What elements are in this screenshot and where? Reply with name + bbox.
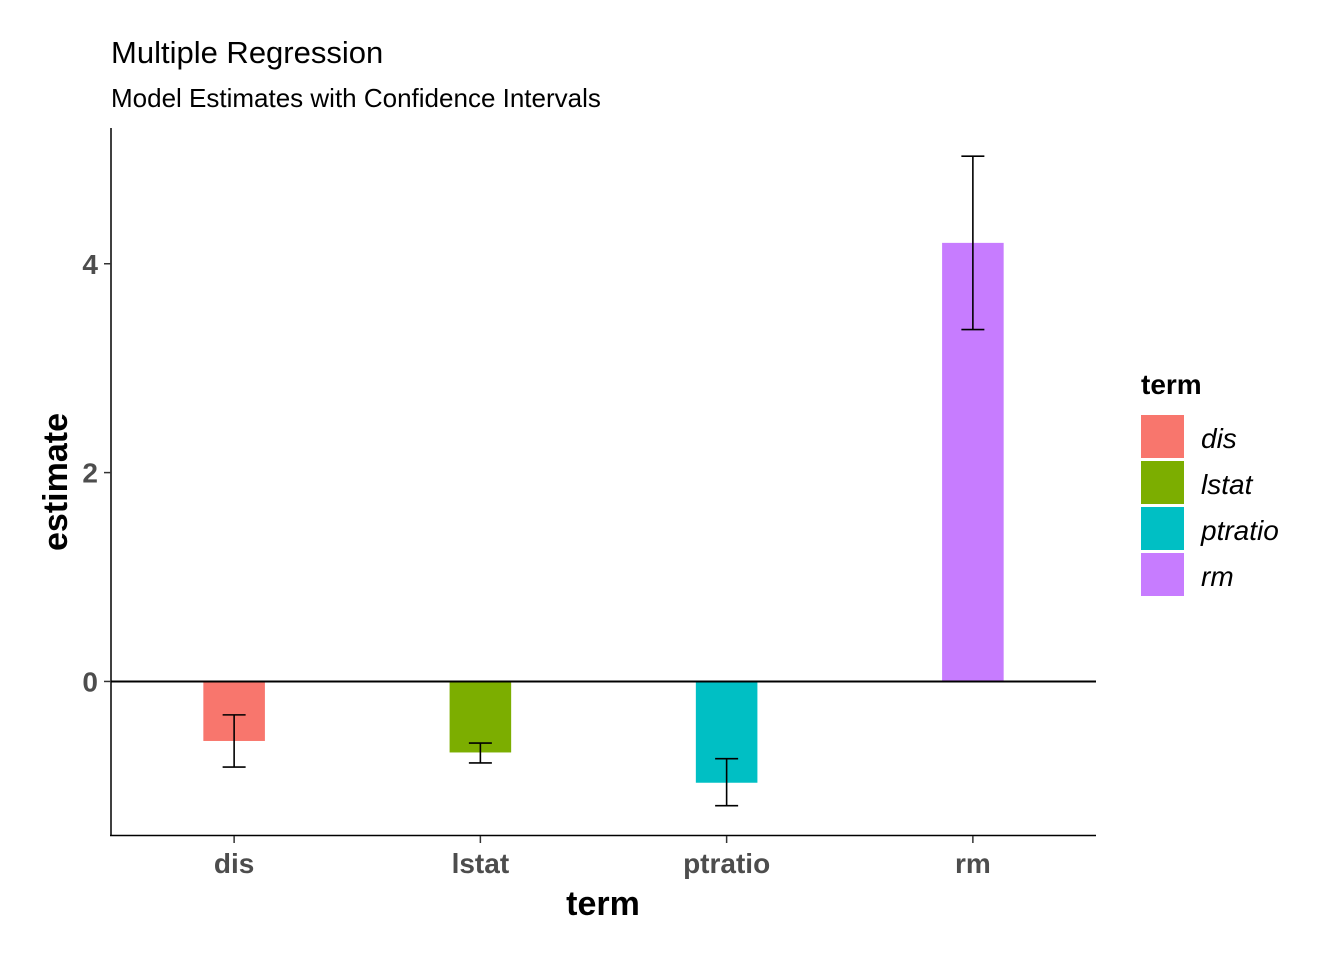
legend: term dis lstat ptratio rm xyxy=(1141,369,1279,596)
x-tick-label-dis: dis xyxy=(214,848,254,879)
y-tick-label-0: 0 xyxy=(82,666,98,697)
legend-label-lstat: lstat xyxy=(1201,469,1254,500)
legend-key-ptratio xyxy=(1141,507,1184,550)
legend-key-rm xyxy=(1141,553,1184,596)
error-bar-lstat xyxy=(468,742,492,764)
legend-key-dis xyxy=(1141,415,1184,458)
x-axis-title: term xyxy=(566,885,640,923)
error-bar-rm xyxy=(961,155,985,331)
chart-subtitle: Model Estimates with Confidence Interval… xyxy=(111,83,601,113)
y-axis-title: estimate xyxy=(37,413,75,551)
plot-area xyxy=(111,155,1096,807)
error-bar-ptratio xyxy=(715,757,739,807)
error-bar-dis xyxy=(222,714,246,768)
chart-title: Multiple Regression xyxy=(111,35,383,70)
x-axis-ticks: dis lstat ptratio rm xyxy=(214,836,991,879)
legend-label-ptratio: ptratio xyxy=(1200,515,1279,546)
legend-title: term xyxy=(1141,369,1202,400)
bar-lstat xyxy=(449,681,512,753)
legend-label-dis: dis xyxy=(1201,423,1237,454)
x-tick-label-lstat: lstat xyxy=(452,848,510,879)
y-axis-ticks: 0 2 4 xyxy=(82,249,111,697)
y-tick-label-2: 2 xyxy=(82,458,98,489)
y-tick-label-4: 4 xyxy=(82,249,98,280)
legend-key-lstat xyxy=(1141,461,1184,504)
x-tick-label-ptratio: ptratio xyxy=(683,848,770,879)
legend-label-rm: rm xyxy=(1201,561,1234,592)
x-tick-label-rm: rm xyxy=(955,848,991,879)
